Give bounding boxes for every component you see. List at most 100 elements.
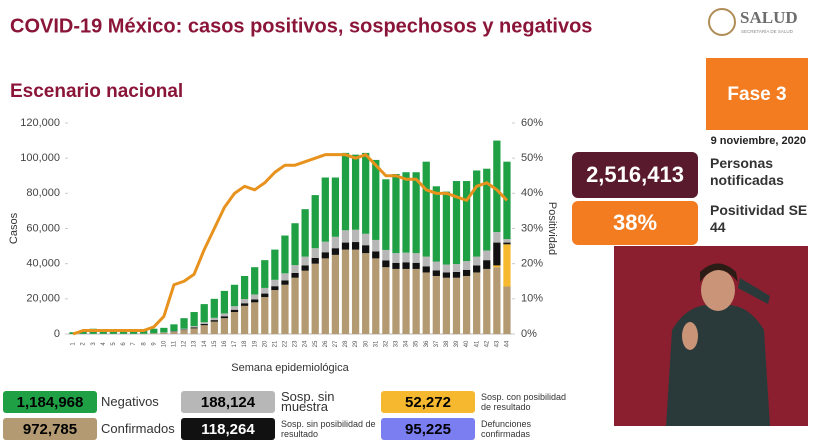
bar-segment [180,330,188,334]
bar-segment [392,253,400,263]
x-tick-label: 37 [434,340,440,347]
x-tick-label: 18 [242,340,248,347]
summary-value: 972,785 [3,418,97,440]
bar-segment [200,325,208,334]
bar-segment [190,312,198,327]
bar-segment [412,268,420,334]
bar-segment [392,268,400,334]
bar-segment [422,272,430,334]
bar-segment [503,242,511,245]
bar-segment [412,172,420,254]
x-tick-label: 6 [121,342,127,346]
bar-segment [150,328,158,334]
summary-value: 118,264 [181,418,275,440]
bar-segment [261,297,269,334]
bar-segment [432,186,440,262]
bar-segment [170,331,178,332]
bar-segment [150,333,158,334]
bar-segment [422,256,430,267]
bar-segment [462,269,471,276]
bar-segment [341,230,350,243]
summary-value: 188,124 [181,391,275,413]
bar-segment [301,209,309,257]
y2-tick-label: 50% [521,152,543,164]
bar-segment [311,257,319,264]
bar-segment [331,254,340,334]
bar-segment [301,256,309,266]
bar-segment [321,241,329,253]
x-tick-label: 27 [333,340,339,347]
bar-segment [382,249,390,261]
bar-segment [220,318,229,334]
x-tick-label: 24 [303,340,309,347]
bar-segment [281,280,289,285]
x-tick-label: 4 [101,342,107,346]
bar-segment [473,272,481,334]
x-tick-label: 15 [212,340,218,347]
notified-label: Personas notificadas [710,155,784,188]
bar-segment [311,263,319,334]
bar-segment [442,264,451,273]
bar-segment [160,332,168,334]
x-tick-label: 23 [293,340,299,347]
logo-emblem [708,8,736,36]
summary-label: Confirmados [101,421,175,436]
bar-segment [493,265,501,268]
date: 9 noviembre, 2020 [711,135,806,147]
bar-segment [382,179,390,250]
x-tick-label: 30 [363,340,369,347]
x-tick-label: 8 [141,342,147,346]
bar-segment [271,279,279,287]
summary-value: 1,184,968 [3,391,97,413]
x-tick-label: 43 [494,340,500,347]
bar-segment [251,299,259,303]
bar-segment [412,262,420,269]
x-tick-label: 16 [222,340,228,347]
bar-segment [503,244,511,287]
bar-segment [382,260,390,268]
interpreter-hair [700,263,738,282]
bar-segment [432,275,440,334]
bar-segment [180,318,188,329]
bar-segment [452,277,461,334]
bar-segment [160,327,168,333]
y2-tick-label: 60% [521,117,543,129]
bar-segment [402,252,410,263]
bar-segment [422,266,430,273]
bar-segment [493,267,501,334]
x-tick-label: 35 [414,340,420,347]
x-tick-label: 33 [394,340,400,347]
bar-segment [462,275,471,334]
x-tick-label: 7 [131,342,137,346]
x-tick-label: 20 [262,340,268,347]
y-tick-label: 0 [54,328,60,340]
x-tick-label: 9 [151,342,157,346]
bar-segment [493,140,501,233]
bar-segment [392,262,400,269]
bar-segment [493,242,501,266]
summary-label: Negativos [101,394,159,409]
summary-label: Sosp. sin muestra [281,389,335,414]
summary-value: 95,225 [381,418,475,440]
bar-segment [331,248,340,255]
summary-label: Sosp. con posibilidad de resultado [481,392,567,412]
interpreter-head [701,269,735,311]
bar-segment [180,329,188,331]
bar-segment [271,290,279,334]
x-tick-label: 38 [444,340,450,347]
bar-segment [473,256,481,266]
x-tick-label: 36 [424,340,430,347]
y2-axis-title: Positividad [546,202,558,255]
bar-segment [372,159,380,240]
bar-segment [321,177,329,242]
bar-segment [422,161,430,257]
bar-segment [291,223,299,266]
summary-value: 52,272 [381,391,475,413]
x-tick-label: 3 [91,342,97,346]
bar-segment [503,286,511,334]
x-tick-label: 2 [81,342,87,346]
bar-segment [341,242,350,250]
x-tick-label: 19 [252,340,258,347]
bar-segment [210,298,218,318]
bar-segment [220,316,229,319]
